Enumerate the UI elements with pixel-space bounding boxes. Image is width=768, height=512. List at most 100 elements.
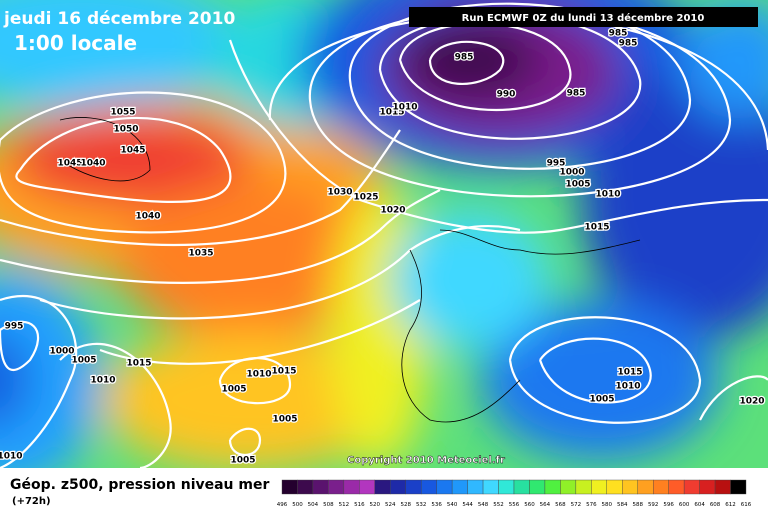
scale-swatch	[281, 479, 298, 495]
scale-label: 588	[632, 502, 643, 508]
isobar-label: 1005	[272, 415, 297, 425]
scale-label: 516	[354, 502, 365, 508]
scale-swatch	[544, 479, 561, 495]
isobar-label: 1010	[90, 376, 115, 386]
scale-swatch	[699, 479, 716, 495]
geopotential-field	[0, 0, 768, 468]
run-banner	[409, 7, 758, 27]
scale-swatch	[575, 479, 592, 495]
isobar-label: 1000	[49, 347, 74, 357]
scale-swatch	[653, 479, 669, 495]
scale-label: 604	[694, 502, 705, 508]
isobar-label: 1040	[135, 212, 160, 222]
scale-swatch	[730, 479, 747, 495]
isobar-label: 985	[619, 39, 638, 49]
isobar-label: 1050	[113, 125, 138, 135]
scale-swatch	[451, 479, 468, 495]
scale-swatch	[421, 479, 437, 495]
scale-label: 592	[648, 502, 659, 508]
scale-label: 536	[431, 502, 442, 508]
scale-label: 580	[602, 502, 613, 508]
isobar-label: 1015	[617, 368, 642, 378]
scale-label: 600	[679, 502, 690, 508]
scale-swatch	[436, 479, 453, 495]
footer-lead: (+72h)	[12, 496, 51, 507]
scale-label: 572	[571, 502, 582, 508]
scale-swatch	[560, 479, 577, 495]
scale-label: 556	[509, 502, 520, 508]
isobar-label: 1005	[589, 395, 614, 405]
local-time: 1:00 locale	[14, 31, 137, 55]
isobar-label: 1030	[327, 188, 352, 198]
scale-label: 512	[339, 502, 350, 508]
scale-swatch	[343, 479, 360, 495]
footer-title: Géop. z500, pression niveau mer	[10, 477, 269, 493]
scale-label: 552	[493, 502, 504, 508]
scale-swatch	[668, 479, 685, 495]
scale-label: 500	[292, 502, 303, 508]
isobar-label: 1015	[126, 359, 151, 369]
scale-label: 616	[741, 502, 752, 508]
isobar-label: 1040	[80, 159, 105, 169]
isobar-label: 985	[609, 29, 628, 39]
isobar-label: 1010	[595, 190, 620, 200]
scale-swatch	[297, 479, 314, 495]
isobar-label: 1035	[188, 249, 213, 259]
scale-swatch	[467, 479, 484, 495]
isobar-label: 1020	[739, 397, 764, 407]
scale-swatch	[482, 479, 499, 495]
forecast-date: jeudi 16 décembre 2010	[3, 9, 235, 29]
scale-swatch	[513, 479, 530, 495]
scale-label: 564	[540, 502, 551, 508]
scale-label: 528	[400, 502, 411, 508]
scale-label: 520	[370, 502, 381, 508]
scale-swatch	[498, 479, 515, 495]
scale-label: 568	[555, 502, 566, 508]
scale-label: 612	[725, 502, 736, 508]
isobar-label: 995	[5, 322, 24, 332]
scale-swatch	[312, 479, 329, 495]
isobar-label: 1045	[120, 146, 145, 156]
scale-label: 508	[323, 502, 334, 508]
scale-swatch	[591, 479, 607, 495]
isobar-label: 995	[547, 159, 566, 169]
isobar-label: 1020	[380, 206, 405, 216]
copyright: Copyright 2010 Meteociel.fr	[347, 455, 505, 466]
isobar-label: 1045	[57, 159, 82, 169]
scale-label: 544	[462, 502, 473, 508]
scale-swatch	[390, 479, 406, 495]
coastlines	[59, 117, 641, 423]
isobar-label: 1010	[0, 452, 23, 462]
scale-label: 504	[308, 502, 319, 508]
isobar-label: 1010	[392, 103, 417, 113]
scale-label: 532	[416, 502, 427, 508]
scale-swatch	[405, 479, 422, 495]
scale-label: 608	[710, 502, 721, 508]
scale-swatch	[328, 479, 345, 495]
isobar-label: 1005	[230, 456, 255, 466]
isobar-label: 985	[567, 89, 586, 99]
scale-swatch	[714, 479, 731, 495]
scale-swatch	[622, 479, 638, 495]
run-info: Run ECMWF 0Z du lundi 13 décembre 2010	[462, 12, 705, 24]
isobar-label: 1000	[559, 168, 584, 178]
scale-swatch	[606, 479, 623, 495]
scale-label: 584	[617, 502, 628, 508]
isobar-label: 985	[455, 53, 474, 63]
scale-label: 548	[478, 502, 489, 508]
isobars	[0, 2, 768, 468]
isobar-label: 1015	[379, 108, 404, 118]
isobar-label: 1010	[246, 370, 271, 380]
color-scale: 496 500 504 508 512 516 520 524 528 532 536 540 544 5…	[277, 479, 752, 508]
scale-label: 560	[524, 502, 535, 508]
scale-label: 596	[663, 502, 674, 508]
isobar-label: 1005	[565, 180, 590, 190]
scale-label: 576	[586, 502, 597, 508]
scale-label: 524	[385, 502, 396, 508]
scale-swatch	[529, 479, 546, 495]
isobar-label: 1015	[584, 223, 609, 233]
scale-swatch	[683, 479, 700, 495]
scale-label: 540	[447, 502, 458, 508]
